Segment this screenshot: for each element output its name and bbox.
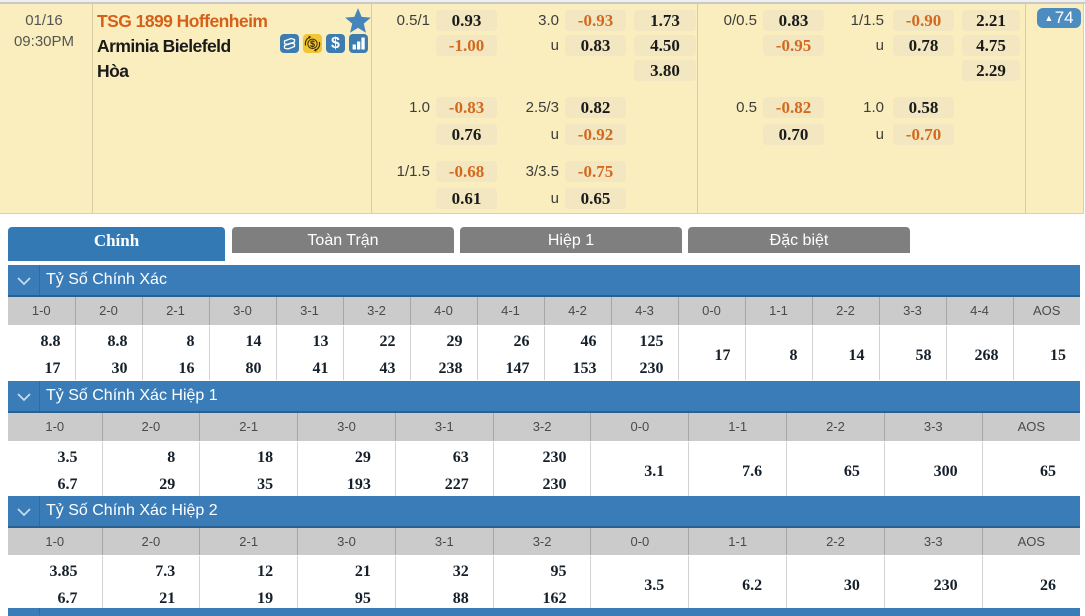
svg-text:$: $	[310, 39, 315, 49]
